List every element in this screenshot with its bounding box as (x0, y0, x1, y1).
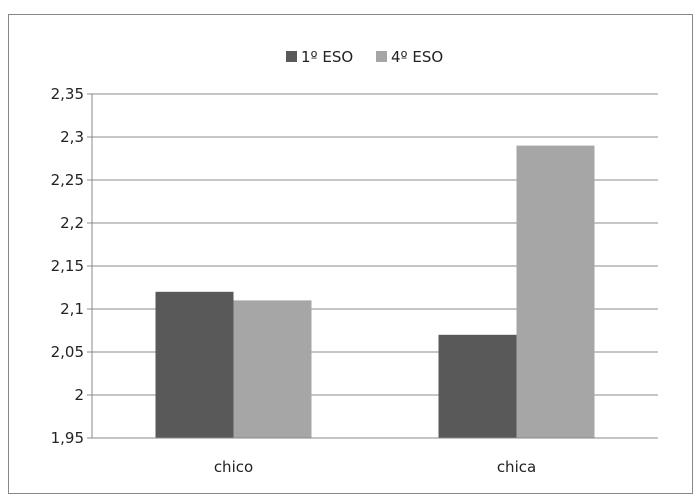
y-tick-label: 2,05 (51, 343, 84, 361)
y-tick-label: 2,35 (51, 85, 84, 103)
x-tick-label: chico (214, 458, 253, 476)
bar-chica-1 (516, 145, 595, 438)
bars (155, 145, 595, 438)
legend-label: 1º ESO (301, 48, 353, 66)
x-tick-label: chica (497, 458, 536, 476)
y-tick-label: 2,1 (60, 300, 84, 318)
bar-chico-1 (233, 300, 312, 438)
y-tick-label: 2,15 (51, 257, 84, 275)
x-tick-labels: chico chica (214, 458, 536, 476)
y-tick-label: 2,2 (60, 214, 84, 232)
legend-swatch (376, 51, 387, 62)
y-tick-labels: 1,95 2 2,05 2,1 2,15 2,2 2,25 2,3 2,35 (51, 85, 84, 447)
axes (91, 94, 658, 439)
legend-label: 4º ESO (391, 48, 443, 66)
bar-chica-0 (438, 334, 517, 438)
y-tick-label: 2,25 (51, 171, 84, 189)
y-tick-label: 1,95 (51, 429, 84, 447)
bar-chico-0 (155, 291, 234, 438)
y-tick-label: 2 (74, 386, 84, 404)
legend: 1º ESO 4º ESO (286, 48, 443, 66)
legend-swatch (286, 51, 297, 62)
y-tick-label: 2,3 (60, 128, 84, 146)
